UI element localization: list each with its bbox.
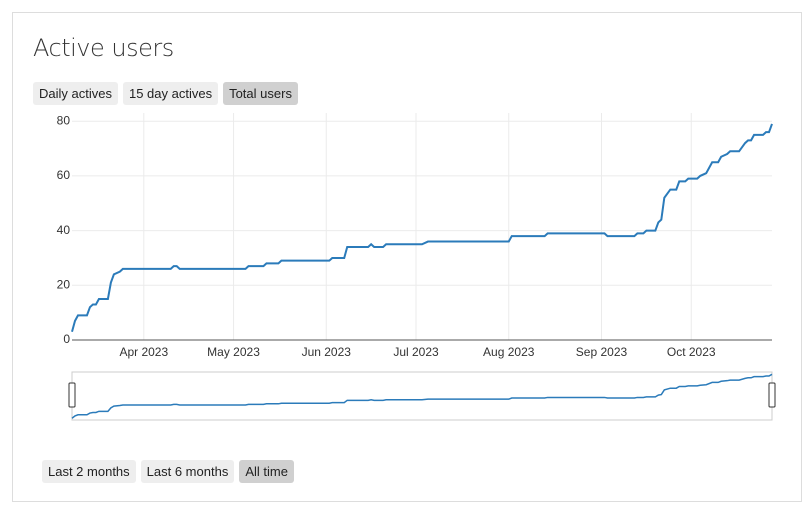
- y-tick-label: 20: [57, 277, 71, 291]
- navigator: [71, 371, 773, 421]
- navigator-line: [71, 373, 773, 419]
- y-tick-label: 0: [63, 332, 70, 346]
- x-tick-label: Jun 2023: [302, 345, 352, 359]
- y-tick-label: 80: [57, 113, 71, 127]
- tab-button[interactable]: All time: [239, 460, 294, 483]
- x-tick-label: May 2023: [207, 345, 260, 359]
- tab-button[interactable]: Last 6 months: [140, 460, 235, 483]
- tab-button[interactable]: Daily actives: [33, 82, 118, 105]
- tab-button[interactable]: Last 2 months: [42, 460, 136, 483]
- title: Active users: [33, 34, 174, 62]
- range-tabs: Last 2 months Last 6 months All time: [42, 460, 294, 483]
- x-tick-label: Aug 2023: [483, 345, 535, 359]
- x-tick-label: Jul 2023: [393, 345, 439, 359]
- tab-button[interactable]: Total users: [223, 82, 298, 105]
- navigator-handle[interactable]: [68, 382, 76, 408]
- x-tick-label: Sep 2023: [576, 345, 628, 359]
- card: [12, 12, 802, 502]
- x-tick-label: Oct 2023: [667, 345, 716, 359]
- metric-tabs: Daily actives 15 day actives Total users: [33, 82, 298, 105]
- y-tick-label: 60: [57, 168, 71, 182]
- tab-button[interactable]: 15 day actives: [122, 82, 219, 105]
- series-line: [71, 123, 773, 333]
- x-tick-label: Apr 2023: [119, 345, 168, 359]
- navigator-handle[interactable]: [768, 382, 776, 408]
- y-tick-label: 40: [57, 223, 71, 237]
